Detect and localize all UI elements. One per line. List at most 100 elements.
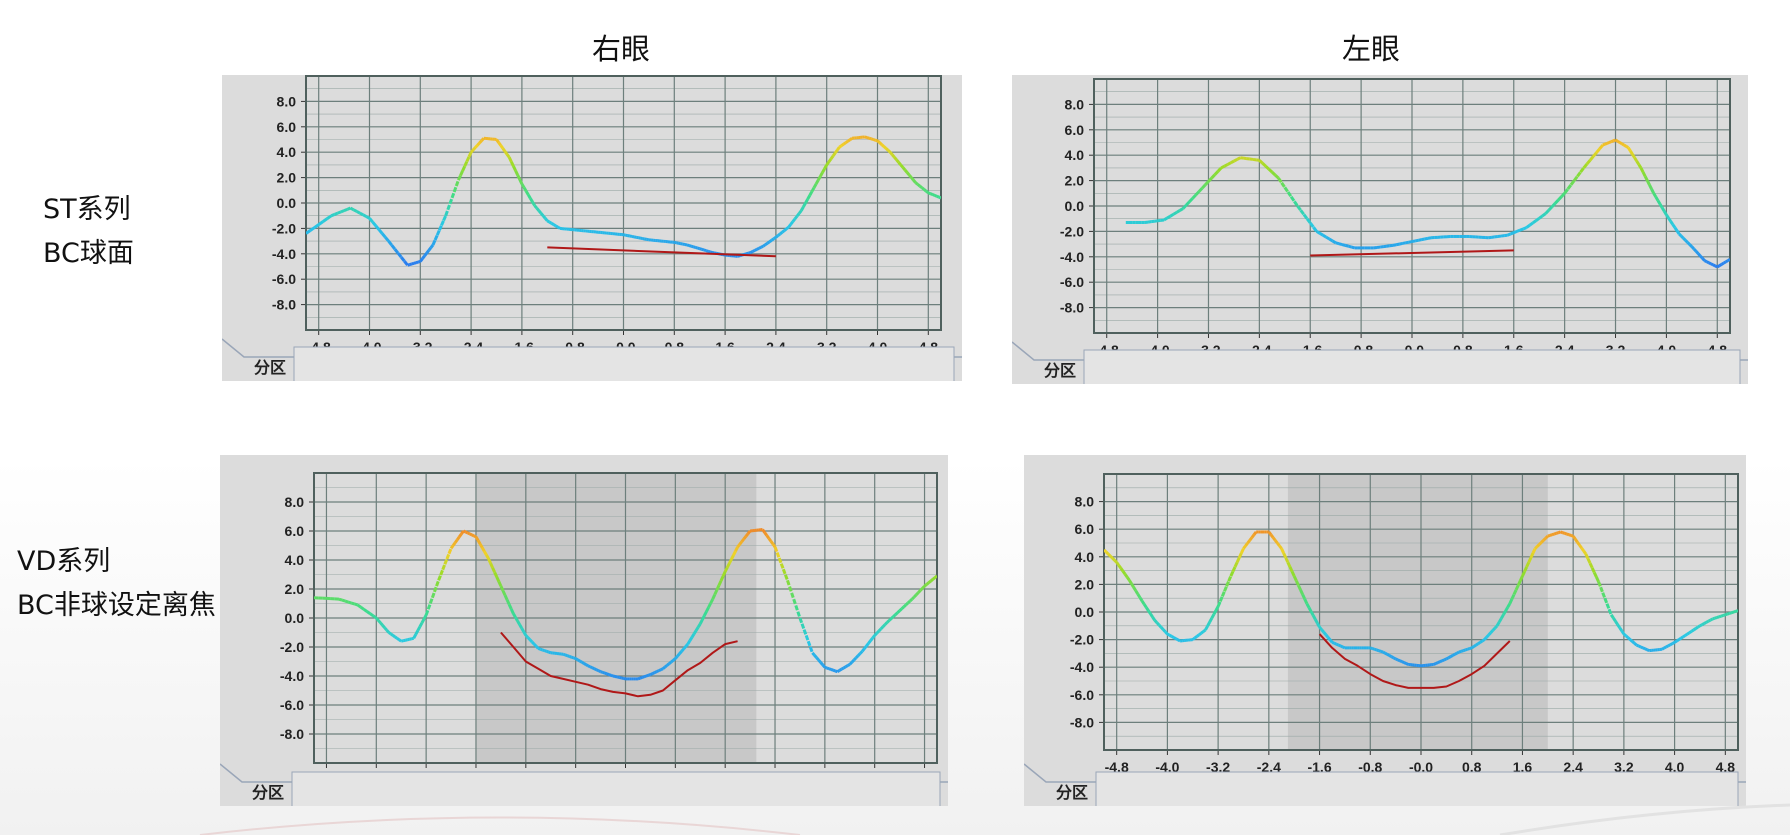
height-profile-segment xyxy=(1267,531,1273,536)
height-profile-segment xyxy=(1395,657,1399,662)
height-profile-segment xyxy=(882,145,887,150)
height-profile-segment xyxy=(1497,617,1503,623)
height-profile-segment xyxy=(1271,536,1277,542)
height-profile-segment xyxy=(1388,654,1393,658)
height-profile-segment xyxy=(1528,221,1534,227)
height-profile-segment xyxy=(1475,642,1479,647)
tab-partition[interactable]: 分区 xyxy=(254,358,286,377)
height-profile-segment xyxy=(1631,153,1636,159)
height-profile-segment xyxy=(1384,651,1388,656)
height-profile-segment xyxy=(1686,241,1691,246)
height-profile-segment xyxy=(1609,613,1615,619)
height-profile-segment xyxy=(1667,217,1672,223)
height-profile-segment xyxy=(730,554,735,560)
height-profile-segment xyxy=(891,153,896,159)
height-profile-segment xyxy=(1177,638,1181,643)
height-profile-segment xyxy=(1314,618,1319,624)
y-tick-label: 2.0 xyxy=(285,581,305,597)
height-profile-segment xyxy=(1504,606,1509,612)
height-profile-segment xyxy=(495,138,500,144)
x-tick-label: 0.8 xyxy=(1462,759,1482,775)
height-profile-segment xyxy=(1374,647,1378,652)
height-profile-segment xyxy=(1568,533,1572,537)
height-profile-segment xyxy=(823,164,829,170)
height-profile-segment xyxy=(1563,188,1570,195)
height-profile-segment xyxy=(1701,257,1706,262)
tab-partition[interactable]: 分区 xyxy=(1044,361,1076,380)
height-profile-segment xyxy=(1214,605,1220,612)
height-profile-segment xyxy=(1562,531,1566,535)
height-profile-segment xyxy=(1733,609,1737,614)
y-tick-label: -4.0 xyxy=(272,246,296,262)
y-tick-label: 6.0 xyxy=(285,523,305,539)
height-profile-segment xyxy=(1134,589,1140,595)
height-profile-segment xyxy=(769,540,775,545)
height-profile-segment xyxy=(460,530,465,535)
height-profile-segment xyxy=(1342,645,1346,650)
height-profile-segment xyxy=(1458,649,1462,654)
height-profile-segment xyxy=(1173,636,1177,640)
tab-content-area xyxy=(1095,771,1739,806)
height-profile-segment xyxy=(779,231,784,236)
height-profile-segment xyxy=(762,243,767,248)
height-profile-segment xyxy=(487,557,492,564)
height-profile-segment xyxy=(1547,533,1551,538)
height-profile-segment xyxy=(1155,621,1161,626)
height-profile-segment xyxy=(1115,561,1121,567)
height-profile-segment xyxy=(768,239,773,243)
height-profile-segment xyxy=(770,237,775,242)
height-profile-segment xyxy=(1525,224,1531,229)
height-profile-segment xyxy=(359,605,365,611)
height-profile-segment xyxy=(799,206,805,212)
height-profile-segment xyxy=(666,662,671,667)
height-profile-segment xyxy=(423,252,428,257)
height-profile-segment xyxy=(788,586,794,594)
chart-panel-vd-right: -4.8-4.0-3.2-2.4-1.6-0.8-0.00.81.62.43.2… xyxy=(220,455,948,806)
height-profile-segment xyxy=(1489,629,1494,634)
tab-partition[interactable]: 分区 xyxy=(252,783,284,802)
height-profile-segment xyxy=(802,202,807,208)
height-profile-segment xyxy=(418,622,424,628)
height-profile-segment xyxy=(880,143,885,148)
height-profile-segment xyxy=(740,538,746,543)
height-profile-segment xyxy=(1382,650,1386,655)
height-profile-segment xyxy=(1220,164,1226,170)
height-profile-segment xyxy=(1191,636,1196,641)
height-profile-segment xyxy=(918,184,923,189)
height-profile-segment xyxy=(1551,532,1555,537)
height-profile-segment xyxy=(1607,608,1613,616)
height-profile-segment xyxy=(1646,648,1650,653)
height-profile-segment xyxy=(509,608,515,615)
height-profile-segment xyxy=(1246,539,1252,544)
height-profile-segment xyxy=(371,221,378,227)
height-profile-segment xyxy=(824,665,828,670)
height-profile-segment xyxy=(1140,600,1146,606)
height-profile-segment xyxy=(1303,598,1309,605)
height-profile-segment xyxy=(1206,621,1211,627)
height-profile-segment xyxy=(814,179,820,185)
height-profile-segment xyxy=(1318,626,1323,631)
height-profile-segment xyxy=(469,148,475,154)
height-profile-segment xyxy=(539,647,543,652)
height-profile-segment xyxy=(443,558,449,565)
height-profile-segment xyxy=(1697,624,1701,629)
tab-partition[interactable]: 分区 xyxy=(1056,783,1088,802)
height-profile-segment xyxy=(1233,158,1238,163)
height-profile-segment xyxy=(600,670,604,674)
height-profile-segment xyxy=(910,176,915,182)
height-profile-segment xyxy=(774,234,779,239)
height-profile-segment xyxy=(1554,199,1560,205)
height-profile-segment xyxy=(806,640,812,648)
height-profile-segment xyxy=(430,591,436,599)
height-profile-segment xyxy=(1175,637,1179,642)
height-profile-segment xyxy=(1569,179,1576,186)
height-profile-segment xyxy=(414,629,420,636)
height-profile-segment xyxy=(639,676,643,680)
height-profile-segment xyxy=(1213,170,1220,176)
height-profile-segment xyxy=(817,659,822,664)
height-profile-segment xyxy=(1179,207,1184,212)
height-profile-segment xyxy=(1724,259,1729,264)
height-profile-segment xyxy=(672,657,677,662)
height-profile-segment xyxy=(431,239,437,246)
height-profile-segment xyxy=(1660,206,1666,213)
